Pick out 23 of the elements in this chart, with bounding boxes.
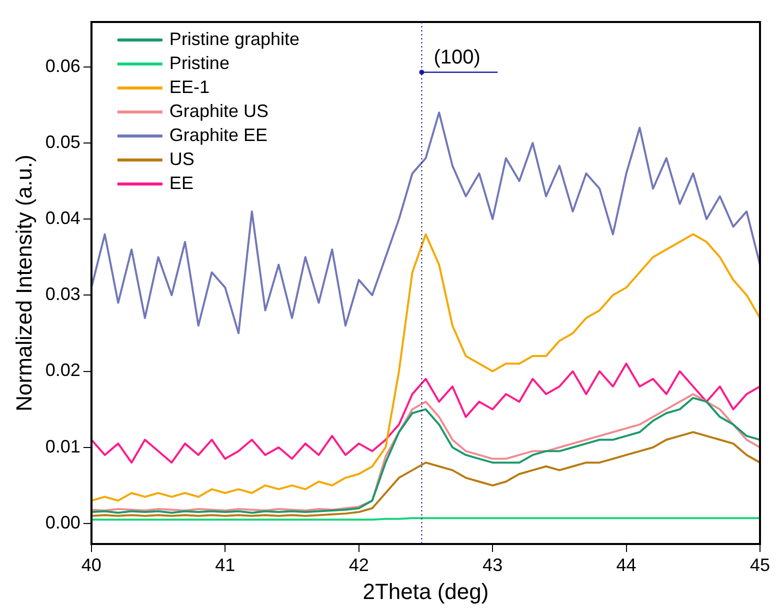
legend-label: Pristine graphite (169, 28, 300, 49)
y-tick-label: 0.03 (45, 284, 80, 304)
y-tick-label: 0.02 (45, 360, 80, 380)
y-tick-label: 0.01 (45, 436, 80, 456)
y-tick-label: 0.06 (45, 56, 80, 76)
x-tick-label: 41 (215, 554, 236, 575)
x-tick-label: 43 (482, 554, 503, 575)
x-tick-label: 45 (750, 554, 770, 575)
x-tick-label: 42 (348, 554, 369, 575)
legend-label: EE-1 (169, 76, 210, 97)
y-tick-label: 0.05 (45, 132, 80, 152)
y-tick-label: 0.04 (45, 208, 80, 228)
x-tick-label: 44 (616, 554, 636, 575)
y-tick-label: 0.00 (45, 512, 80, 532)
legend-label: Graphite EE (169, 124, 268, 145)
legend-label: EE (169, 172, 194, 193)
legend-label: US (169, 148, 194, 169)
x-tick-label: 40 (81, 554, 102, 575)
annotation: (100) (434, 46, 480, 69)
legend-label: Pristine (169, 52, 230, 73)
y-axis-title: Normalized Intensity (a.u.) (11, 154, 36, 412)
x-axis-title: 2Theta (deg) (362, 578, 489, 604)
legend-label: Graphite US (169, 100, 268, 121)
